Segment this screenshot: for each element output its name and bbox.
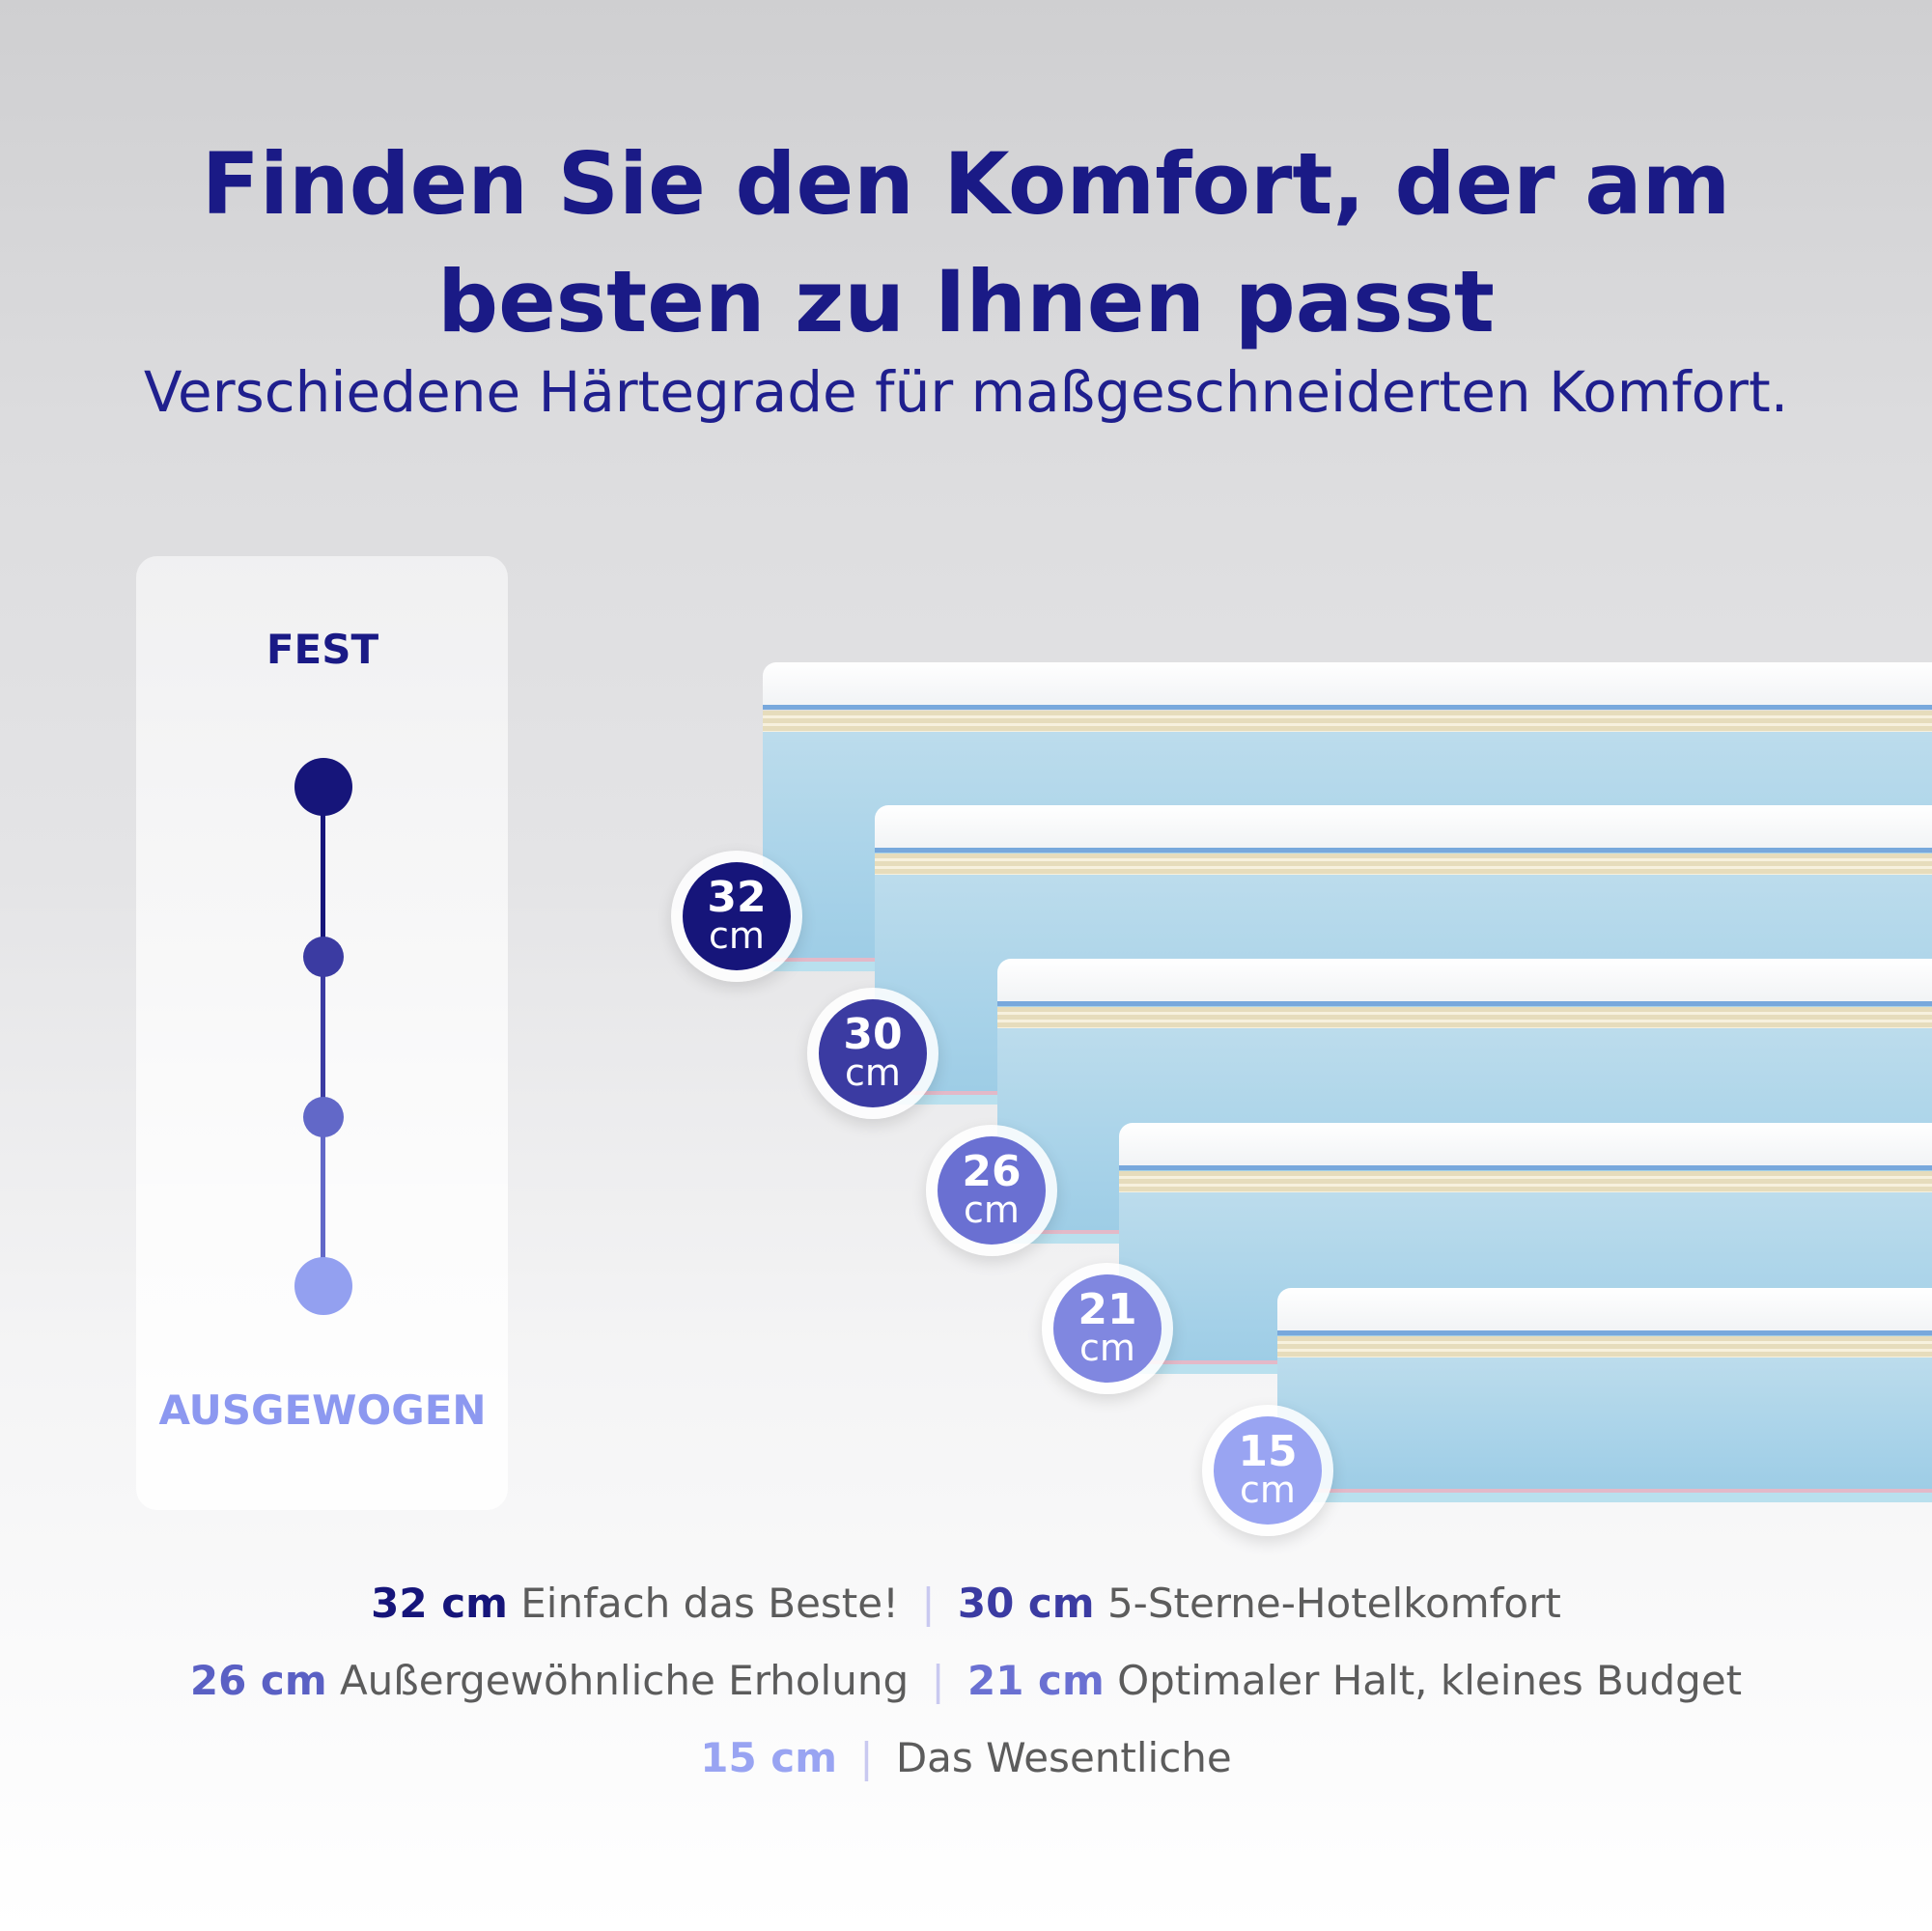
mattress-core <box>1277 1357 1932 1489</box>
description-size-32: 32 cm <box>371 1580 508 1627</box>
description-line-1: 32 cm Einfach das Beste! | 30 cm 5-Stern… <box>0 1580 1932 1627</box>
description-text-15: Das Wesentliche <box>895 1734 1232 1781</box>
badge-number: 30 <box>843 1010 903 1059</box>
scale-line-2 <box>321 956 325 1117</box>
mattress-blue-stripe <box>875 848 1932 853</box>
mattress-blue-stripe <box>1277 1330 1932 1335</box>
firmness-label-bottom: AUSGEWOGEN <box>158 1386 487 1434</box>
title-line-1: Finden Sie den Komfort, der am <box>201 134 1731 234</box>
badge-unit: cm <box>964 1189 1020 1231</box>
description-line-3: 15 cm | Das Wesentliche <box>0 1734 1932 1781</box>
description-size-30: 30 cm <box>957 1580 1095 1627</box>
badge-circle: 32 cm <box>683 862 791 970</box>
size-badge-15: 15 cm <box>1202 1405 1333 1536</box>
size-badge-32: 32 cm <box>671 851 802 982</box>
mattress-top-layer <box>1277 1288 1932 1332</box>
subtitle: Verschiedene Härtegrade für maßgeschneid… <box>143 359 1789 425</box>
badge-circle: 26 cm <box>938 1136 1046 1245</box>
page-title: Finden Sie den Komfort, der am besten zu… <box>0 126 1932 361</box>
mattress-comfort-layer <box>875 854 1932 875</box>
description-separator: | <box>931 1657 945 1704</box>
description-separator: | <box>859 1734 874 1781</box>
size-badge-21: 21 cm <box>1042 1263 1173 1394</box>
badge-number: 21 <box>1078 1285 1137 1334</box>
mattress-blue-stripe <box>997 1001 1932 1006</box>
description-text-26: Außergewöhnliche Erholung <box>339 1657 910 1704</box>
badge-number: 15 <box>1238 1427 1298 1476</box>
description-line-2: 26 cm Außergewöhnliche Erholung | 21 cm … <box>0 1657 1932 1704</box>
description-size-21: 21 cm <box>966 1657 1105 1704</box>
mattress-top-layer <box>1119 1123 1932 1167</box>
description-size-26: 26 cm <box>189 1657 327 1704</box>
description-text-30: 5-Sterne-Hotelkomfort <box>1106 1580 1561 1627</box>
badge-number: 26 <box>962 1147 1022 1196</box>
size-badge-30: 30 cm <box>807 988 938 1119</box>
scale-dot-3 <box>303 1097 344 1137</box>
scale-dot-balanced <box>294 1257 352 1315</box>
badge-unit: cm <box>709 914 765 957</box>
description-size-15: 15 cm <box>700 1734 837 1781</box>
description-text-21: Optimaler Halt, kleines Budget <box>1117 1657 1743 1704</box>
badge-unit: cm <box>1079 1327 1135 1369</box>
mattress-base <box>1277 1493 1932 1502</box>
description-text-32: Einfach das Beste! <box>520 1580 899 1627</box>
mattress-comfort-layer <box>1277 1336 1932 1357</box>
badge-circle: 30 cm <box>819 999 927 1107</box>
badge-unit: cm <box>1240 1469 1296 1511</box>
mattress-comfort-layer <box>997 1007 1932 1028</box>
mattress-comfort-layer <box>763 711 1932 732</box>
mattress-blue-stripe <box>1119 1165 1932 1170</box>
scale-dot-firm <box>294 758 352 816</box>
firmness-label-top: FEST <box>266 626 379 673</box>
size-badge-26: 26 cm <box>926 1125 1057 1256</box>
mattress-top-layer <box>997 959 1932 1003</box>
mattress-15cm <box>1277 1288 1932 1502</box>
description-separator: | <box>921 1580 936 1627</box>
badge-circle: 21 cm <box>1053 1274 1162 1383</box>
scale-dot-2 <box>303 937 344 977</box>
scale-line-3 <box>321 1117 325 1286</box>
mattress-pink-stripe <box>1277 1489 1932 1493</box>
mattress-blue-stripe <box>763 705 1932 710</box>
mattress-comfort-layer <box>1119 1171 1932 1192</box>
scale-line-1 <box>321 787 325 956</box>
badge-circle: 15 cm <box>1214 1416 1322 1525</box>
badge-unit: cm <box>845 1051 901 1094</box>
badge-number: 32 <box>707 873 767 922</box>
title-line-2: besten zu Ihnen passt <box>437 252 1495 351</box>
mattress-top-layer <box>763 662 1932 707</box>
mattress-top-layer <box>875 805 1932 850</box>
